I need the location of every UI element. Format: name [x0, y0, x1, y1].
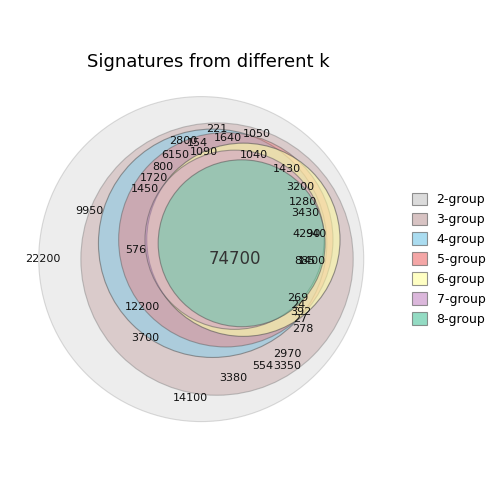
Circle shape — [81, 123, 353, 395]
Text: 1430: 1430 — [273, 164, 301, 174]
Text: 3200: 3200 — [286, 182, 314, 192]
Text: 554: 554 — [252, 361, 273, 371]
Text: 3380: 3380 — [219, 372, 247, 383]
Text: 9950: 9950 — [76, 206, 104, 216]
Text: 1050: 1050 — [242, 130, 271, 139]
Circle shape — [158, 160, 325, 327]
Text: 576: 576 — [125, 245, 147, 256]
Text: 885: 885 — [294, 256, 316, 266]
Text: 221: 221 — [207, 124, 228, 134]
Text: 1280: 1280 — [289, 197, 317, 207]
Text: 278: 278 — [292, 325, 314, 334]
Text: 3430: 3430 — [291, 209, 319, 218]
Circle shape — [39, 97, 364, 421]
Text: 269: 269 — [287, 293, 308, 303]
Circle shape — [145, 150, 324, 329]
Text: 3700: 3700 — [131, 333, 159, 343]
Text: 1720: 1720 — [140, 173, 168, 183]
Text: 27: 27 — [293, 314, 307, 324]
Title: Signatures from different k: Signatures from different k — [87, 53, 330, 71]
Text: 1040: 1040 — [240, 150, 268, 160]
Text: 12200: 12200 — [125, 302, 160, 312]
Text: 1400: 1400 — [298, 256, 326, 266]
Text: 1640: 1640 — [214, 133, 241, 143]
Circle shape — [118, 133, 333, 347]
Text: 800: 800 — [152, 162, 173, 172]
Text: 22200: 22200 — [25, 254, 61, 264]
Text: 24: 24 — [291, 300, 305, 310]
Text: 1090: 1090 — [190, 147, 218, 157]
Circle shape — [147, 143, 340, 336]
Legend: 2-group, 3-group, 4-group, 5-group, 6-group, 7-group, 8-group: 2-group, 3-group, 4-group, 5-group, 6-gr… — [408, 189, 489, 329]
Text: 3350: 3350 — [273, 361, 301, 371]
Text: 2800: 2800 — [169, 136, 198, 146]
Text: 940: 940 — [305, 229, 326, 239]
Text: 4290: 4290 — [292, 229, 321, 239]
Text: 2970: 2970 — [273, 349, 301, 359]
Text: 74700: 74700 — [208, 250, 261, 268]
Text: 1450: 1450 — [131, 184, 159, 194]
Text: 392: 392 — [290, 307, 311, 317]
Text: 6150: 6150 — [161, 150, 189, 160]
Text: 14100: 14100 — [173, 393, 208, 403]
Text: 154: 154 — [187, 138, 208, 148]
Circle shape — [98, 129, 327, 357]
